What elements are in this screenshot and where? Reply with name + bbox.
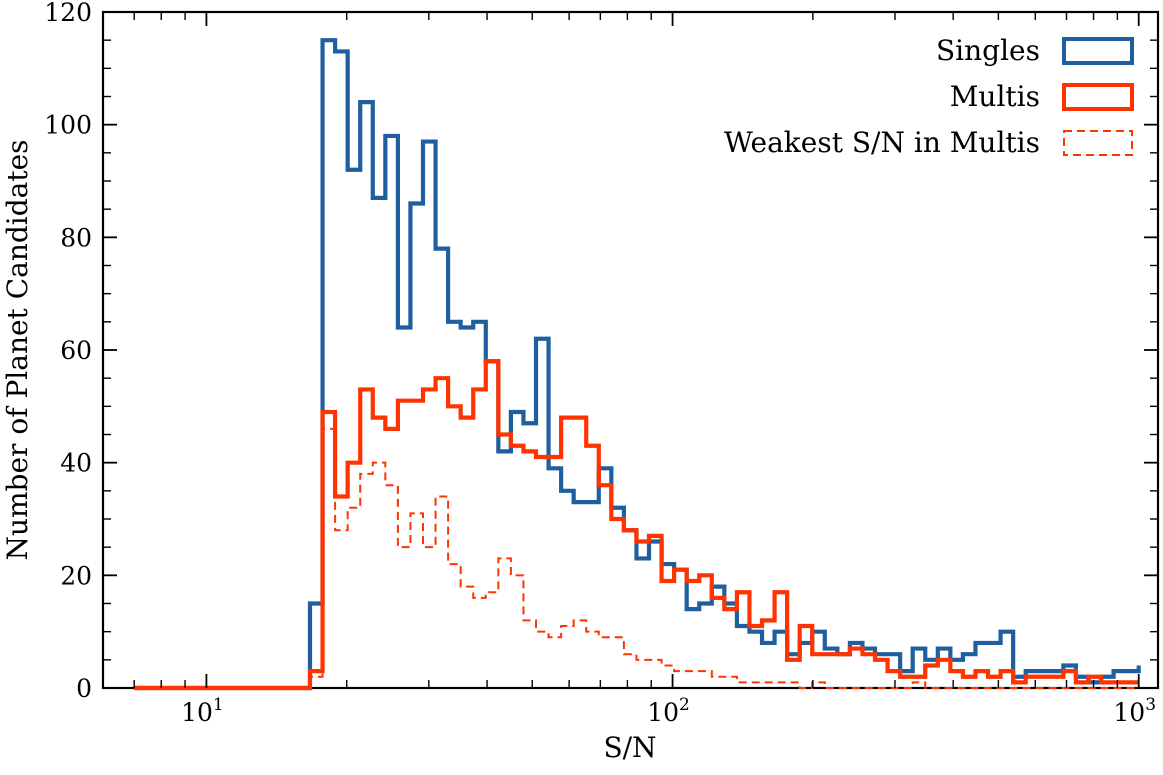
x-axis-label: S/N: [603, 731, 656, 764]
legend: Singles Multis Weakest S/N in Multis: [724, 34, 1134, 159]
y-tick-label: 20: [60, 561, 92, 590]
y-tick-label: 0: [76, 674, 92, 703]
step-line: [134, 427, 1139, 689]
x-tick-label: 103: [1113, 695, 1156, 727]
plot-frame: [101, 10, 1160, 690]
legend-swatch: [1063, 130, 1133, 156]
x-tick-label: 102: [647, 695, 690, 727]
y-tick-label: 100: [44, 111, 92, 140]
tick-label-layer: 101 102 103 0 20 40 60 80 100 120: [44, 0, 1156, 727]
series-weakest-s-n-in-multis: [134, 427, 1139, 689]
legend-swatch: [1062, 37, 1134, 65]
legend-label: Weakest S/N in Multis: [724, 126, 1040, 159]
series-singles: [134, 38, 1141, 691]
y-tick-label: 80: [60, 223, 92, 252]
tick-layer: [102, 11, 1158, 689]
step-line: [134, 38, 1141, 691]
legend-swatch: [1062, 83, 1134, 111]
series-layer: [134, 38, 1141, 691]
step-line: [134, 359, 1139, 691]
series-multis: [134, 359, 1139, 691]
legend-entry: Singles: [936, 34, 1134, 67]
legend-label: Singles: [936, 34, 1040, 67]
legend-label: Multis: [950, 80, 1040, 113]
y-axis-label: Number of Planet Candidates: [1, 139, 34, 560]
legend-entry: Multis: [950, 80, 1134, 113]
x-tick-label: 101: [181, 695, 224, 727]
y-tick-label: 40: [60, 449, 92, 478]
y-tick-label: 120: [44, 0, 92, 27]
legend-entry: Weakest S/N in Multis: [724, 126, 1133, 159]
y-tick-label: 60: [60, 336, 92, 365]
